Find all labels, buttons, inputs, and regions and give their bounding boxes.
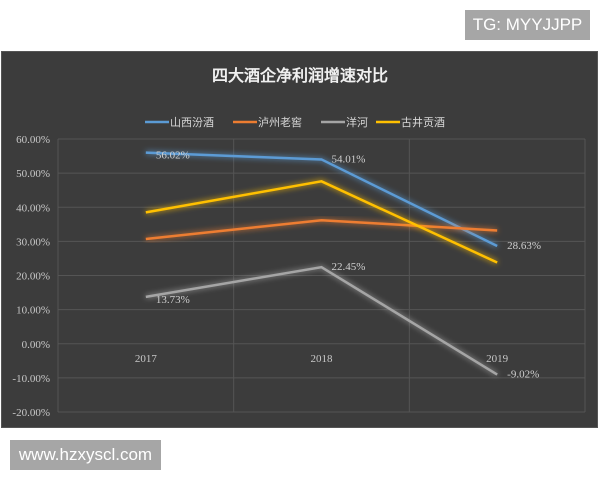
series-line-1 <box>145 218 498 241</box>
y-axis: 60.00% 50.00% 40.00% 30.00% 20.00% 10.00% 0.00… <box>12 134 50 419</box>
x-tick-label: 2017 <box>135 353 158 365</box>
legend: 山西汾酒 泸州老窖 洋河 古井贡酒 <box>145 115 445 129</box>
x-tick-label: 2018 <box>311 353 334 365</box>
watermark-top: TG: MYYJJPP <box>465 10 590 40</box>
chart-title: 四大酒企净利润增速对比 <box>212 66 388 85</box>
watermark-bottom: www.hzxyscl.com <box>10 440 161 470</box>
y-tick-label: -20.00% <box>12 407 50 419</box>
y-tick-label: -10.00% <box>12 373 50 385</box>
legend-label: 山西汾酒 <box>170 116 214 129</box>
legend-label: 古井贡酒 <box>401 115 445 129</box>
y-tick-label: 20.00% <box>16 271 50 283</box>
y-tick-label: 40.00% <box>16 202 50 214</box>
series-lines <box>145 151 498 376</box>
data-label: -9.02% <box>507 369 539 381</box>
x-tick-label: 2019 <box>486 353 509 365</box>
chart-panel <box>1 51 598 428</box>
y-tick-label: 0.00% <box>22 339 50 351</box>
data-label: 13.73% <box>156 294 190 306</box>
series-line-2 <box>145 265 498 376</box>
legend-label: 泸州老窖 <box>258 115 302 129</box>
y-tick-label: 50.00% <box>16 168 50 180</box>
y-tick-label: 10.00% <box>16 305 50 317</box>
x-axis: 2017 2018 2019 <box>135 353 509 365</box>
legend-label: 洋河 <box>346 115 368 129</box>
data-labels: 56.02% 54.01% 28.63% 13.73% 22.45% -9.02% <box>156 150 541 381</box>
data-label: 22.45% <box>332 261 366 273</box>
data-label: 56.02% <box>156 150 190 162</box>
series-line-0 <box>145 151 498 248</box>
series-line-3 <box>145 180 498 264</box>
data-label: 54.01% <box>332 153 366 165</box>
y-tick-label: 30.00% <box>16 236 50 248</box>
data-label: 28.63% <box>507 240 541 252</box>
grid <box>57 138 586 413</box>
y-tick-label: 60.00% <box>16 134 50 146</box>
